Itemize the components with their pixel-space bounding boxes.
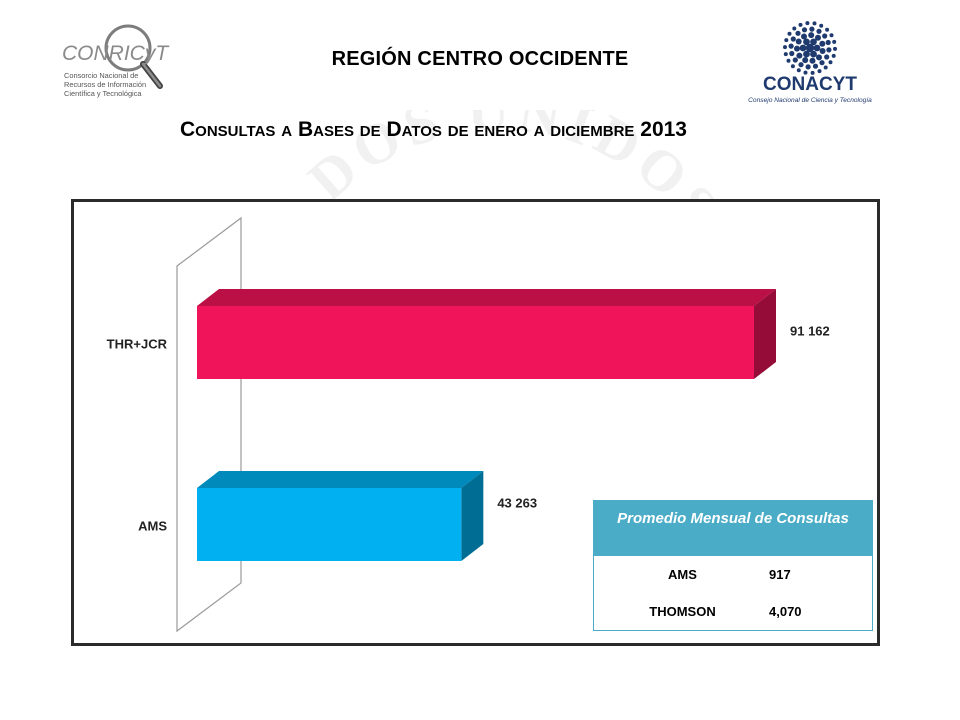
conacyt-dot — [825, 27, 830, 32]
conacyt-dot — [801, 27, 808, 33]
value-label: 91 162 — [790, 324, 830, 339]
category-label: THR+JCR — [107, 337, 168, 352]
region-title: REGIÓN CENTRO OCCIDENTE — [331, 48, 629, 70]
svg-text:Consorcio Nacional de: Consorcio Nacional de — [64, 71, 138, 80]
conacyt-logo: CONACYT Consejo Nacional de Ciencia y Te… — [748, 21, 872, 104]
svg-text:Recursos de Información: Recursos de Información — [64, 80, 146, 89]
conacyt-dot — [822, 33, 828, 39]
value-label: 43 263 — [497, 496, 537, 511]
svg-text:Consejo Nacional de Ciencia y: Consejo Nacional de Ciencia y Tecnología — [748, 97, 872, 104]
category-label: AMS — [138, 519, 167, 534]
stats-value: 4,070 — [769, 604, 802, 619]
conacyt-dot — [789, 50, 795, 57]
conacyt-dot — [832, 39, 837, 44]
bar-front-face — [197, 306, 754, 379]
conacyt-dot — [802, 57, 809, 64]
chart-wall — [176, 216, 242, 633]
conacyt-dot — [788, 43, 794, 49]
conacyt-dot — [810, 50, 817, 58]
bar-thr-jcr — [197, 289, 776, 379]
stats-label: AMS — [668, 567, 697, 582]
subtitle-text: Consultas a Bases de Datos de enero a di… — [180, 118, 687, 141]
conacyt-dot — [803, 50, 810, 58]
conacyt-dot — [784, 38, 789, 43]
bar-top-face — [197, 471, 484, 488]
conacyt-dot — [833, 46, 837, 51]
conacyt-dot — [803, 38, 810, 46]
conacyt-dot — [796, 68, 801, 73]
conacyt-dot — [812, 21, 817, 26]
conacyt-dot — [819, 60, 825, 66]
conacyt-dot — [787, 31, 792, 36]
conacyt-dot — [786, 58, 791, 63]
conacyt-dot — [810, 38, 817, 46]
conacyt-dot — [795, 38, 802, 45]
conacyt-dot — [826, 47, 832, 53]
conacyt-dot — [795, 30, 801, 36]
svg-text:CONRICyT: CONRICyT — [62, 42, 170, 65]
conacyt-dot — [805, 21, 810, 26]
conacyt-dot — [805, 64, 811, 70]
bar-front-face — [197, 488, 462, 561]
conacyt-dot — [792, 26, 797, 31]
conacyt-dot — [808, 32, 815, 39]
conacyt-dot — [810, 70, 815, 75]
bar-ams — [197, 471, 484, 561]
conacyt-dot — [798, 22, 803, 27]
stats-row-thomson: THOMSON 4,070 — [594, 593, 872, 630]
conacyt-dot — [816, 28, 822, 34]
svg-text:Científica y Tecnológica: Científica y Tecnológica — [64, 89, 142, 98]
conacyt-dot — [783, 45, 787, 50]
conacyt-dot — [824, 54, 830, 60]
conacyt-dot — [809, 57, 816, 64]
svg-text:CONACYT: CONACYT — [763, 74, 857, 95]
stats-table-header: Promedio Mensual de Consultas — [594, 501, 872, 556]
conacyt-dot — [817, 69, 822, 74]
conacyt-dot — [815, 34, 821, 41]
conacyt-dot — [801, 33, 807, 40]
conacyt-dot — [816, 54, 822, 61]
conacyt-dot — [809, 26, 815, 32]
chart-subtitle: Consultas a Bases de Datos de enero a di… — [180, 118, 820, 142]
conacyt-dot — [828, 60, 833, 65]
stats-value: 917 — [769, 567, 791, 582]
conacyt-dot — [790, 64, 795, 69]
stats-row-ams: AMS 917 — [594, 556, 872, 593]
conacyt-dot — [823, 65, 828, 70]
conacyt-dot — [796, 52, 803, 59]
stats-table: Promedio Mensual de Consultas AMS 917 TH… — [593, 500, 873, 631]
stats-label: THOMSON — [649, 604, 716, 619]
bar-chart: THR+JCR 91 162 AMS 43 263 — [107, 216, 830, 633]
conacyt-dot — [794, 45, 800, 52]
conacyt-dot — [813, 44, 821, 52]
conacyt-dot — [799, 44, 807, 52]
conacyt-dot — [783, 52, 788, 57]
conacyt-dot — [819, 40, 826, 47]
conacyt-dot — [825, 39, 831, 46]
conacyt-dot — [819, 48, 826, 54]
conacyt-dot — [829, 33, 834, 38]
conacyt-dot — [812, 63, 819, 69]
conacyt-dot — [790, 36, 796, 42]
conacyt-dot — [805, 43, 815, 53]
conricyt-logo: CONRICyT Consorcio Nacional de Recursos … — [62, 24, 170, 98]
conacyt-dot — [798, 62, 804, 68]
bar-side-face — [754, 289, 776, 379]
conacyt-dot — [831, 53, 836, 58]
bar-top-face — [197, 289, 776, 306]
bar-side-face — [461, 471, 484, 561]
conacyt-dot — [803, 70, 808, 75]
conacyt-dot — [792, 57, 798, 63]
conacyt-dot — [819, 23, 824, 28]
